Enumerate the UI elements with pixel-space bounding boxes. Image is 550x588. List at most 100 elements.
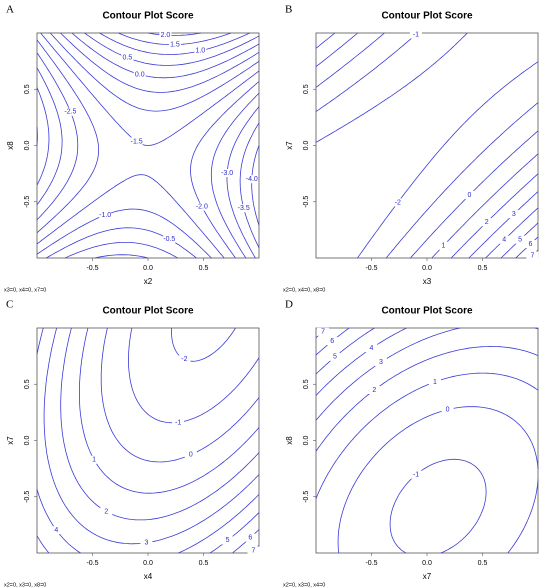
- contour-label-bg: [391, 198, 404, 207]
- contour-label-bg: [121, 53, 134, 62]
- contour-label: 2.0: [161, 32, 171, 39]
- contour-label-bg: [64, 107, 77, 116]
- contour-label: 4: [369, 345, 373, 352]
- y-tick-label: -0.5: [303, 196, 310, 208]
- contour-label: 1.0: [195, 48, 205, 55]
- footnote: x2=0, x3=0, x8=0: [4, 582, 46, 588]
- y-tick-label: 0.0: [24, 141, 31, 151]
- y-tick-label: -0.5: [303, 491, 310, 503]
- contour-label-bg: [437, 241, 450, 250]
- contour-label: -1: [413, 31, 419, 38]
- contour-label: 0.0: [135, 71, 145, 78]
- contour-line: [315, 32, 539, 259]
- chart-title: Contour Plot Score: [381, 11, 473, 22]
- contour-label: 4: [54, 527, 58, 534]
- contour-label-bg: [368, 385, 381, 394]
- contour-label-bg: [184, 450, 197, 459]
- panel-letter: C: [6, 299, 13, 311]
- contour-label: 1: [92, 457, 96, 464]
- x-axis-label: x2: [144, 277, 153, 286]
- y-tick-label: 0.5: [24, 84, 31, 94]
- contour-label: 3: [379, 359, 383, 366]
- x-axis-label: x3: [423, 277, 432, 286]
- contour-label: -2.0: [196, 204, 208, 211]
- contour-line: [79, 327, 260, 494]
- contour-line: [64, 32, 260, 259]
- contour-line: [36, 512, 260, 554]
- panel-letter: D: [285, 299, 293, 311]
- contour-label: 2: [372, 387, 376, 394]
- contour-line: [315, 372, 539, 499]
- contour-label: 7: [252, 547, 256, 554]
- contour-label-bg: [317, 327, 330, 336]
- panel: C Contour Plot Score x4 x7 x2=0, x3=0, x8=0 -…: [4, 299, 260, 588]
- contour-line: [36, 52, 260, 259]
- x-tick-label: 0.0: [143, 265, 153, 272]
- contour-label: 6: [529, 241, 533, 248]
- y-tick-label: 0.5: [24, 379, 31, 389]
- contour-label: 0.5: [123, 55, 133, 62]
- x-tick-label: 0.0: [143, 560, 153, 567]
- contour-line: [100, 327, 260, 463]
- plot-frame: [315, 32, 539, 259]
- contour-label: 1: [441, 243, 445, 250]
- y-axis-label: x7: [285, 141, 294, 150]
- contour-line: [315, 32, 539, 259]
- contour-label-bg: [498, 235, 511, 244]
- contour-label-bg: [140, 538, 153, 547]
- contour-line: [46, 32, 260, 259]
- contour-label-bg: [159, 31, 172, 40]
- footnote: x2=0, x4=0, x8=0: [283, 287, 325, 293]
- contour-label: 0: [446, 406, 450, 413]
- contour-label-bg: [507, 210, 520, 219]
- contour-label: 0: [468, 192, 472, 199]
- x-tick-label: -0.5: [365, 560, 377, 567]
- contour-label: -4.0: [246, 176, 258, 183]
- contour-label-bg: [375, 358, 388, 367]
- contour-label-bg: [168, 40, 181, 49]
- x-tick-label: -0.5: [365, 265, 377, 272]
- contour-label: -3.0: [221, 170, 233, 177]
- footnote: x2=0, x3=0, x4=0: [283, 582, 325, 588]
- y-tick-label: 0.0: [24, 436, 31, 446]
- y-tick-label: 0.5: [303, 84, 310, 94]
- panel-letter: B: [285, 4, 292, 16]
- contour-label-bg: [50, 526, 63, 535]
- contour-label-bg: [99, 210, 112, 219]
- contour-label-bg: [194, 46, 207, 55]
- contour-label: 5: [226, 537, 230, 544]
- y-tick-label: -0.5: [24, 196, 31, 208]
- contour-line: [84, 32, 260, 259]
- contour-line: [315, 32, 539, 259]
- contour-label: 7: [321, 329, 325, 336]
- contour-label: 2: [485, 219, 489, 226]
- contour-label: 6: [248, 535, 252, 542]
- contour-label: 5: [518, 237, 522, 244]
- contour-label-bg: [237, 204, 250, 213]
- chart-title: Contour Plot Score: [381, 306, 473, 317]
- contour-label: 3: [144, 540, 148, 547]
- contour-label-bg: [130, 137, 143, 146]
- contour-label: 3: [512, 211, 516, 218]
- y-tick-label: 0.0: [303, 436, 310, 446]
- contour-label: -2: [181, 356, 187, 363]
- chart-title: Contour Plot Score: [102, 11, 194, 22]
- contour-line: [36, 32, 260, 259]
- x-tick-label: 0.0: [422, 265, 432, 272]
- contour-line: [43, 327, 260, 545]
- contour-label-bg: [526, 251, 539, 260]
- x-tick-label: 0.5: [199, 560, 209, 567]
- contour-label-bg: [441, 405, 454, 414]
- contour-line: [36, 39, 260, 259]
- y-axis-label: x8: [6, 141, 15, 150]
- contour-label: 2: [104, 508, 108, 515]
- contour-label-bg: [463, 190, 476, 199]
- contour-label-bg: [326, 337, 339, 346]
- contour-label-bg: [100, 507, 113, 516]
- contour-label: 6: [330, 338, 334, 345]
- contour-label-bg: [328, 352, 341, 361]
- contour-label-bg: [514, 235, 527, 244]
- contour-line: [315, 327, 539, 421]
- contour-line: [60, 327, 260, 521]
- contour-label: -2.5: [64, 109, 76, 116]
